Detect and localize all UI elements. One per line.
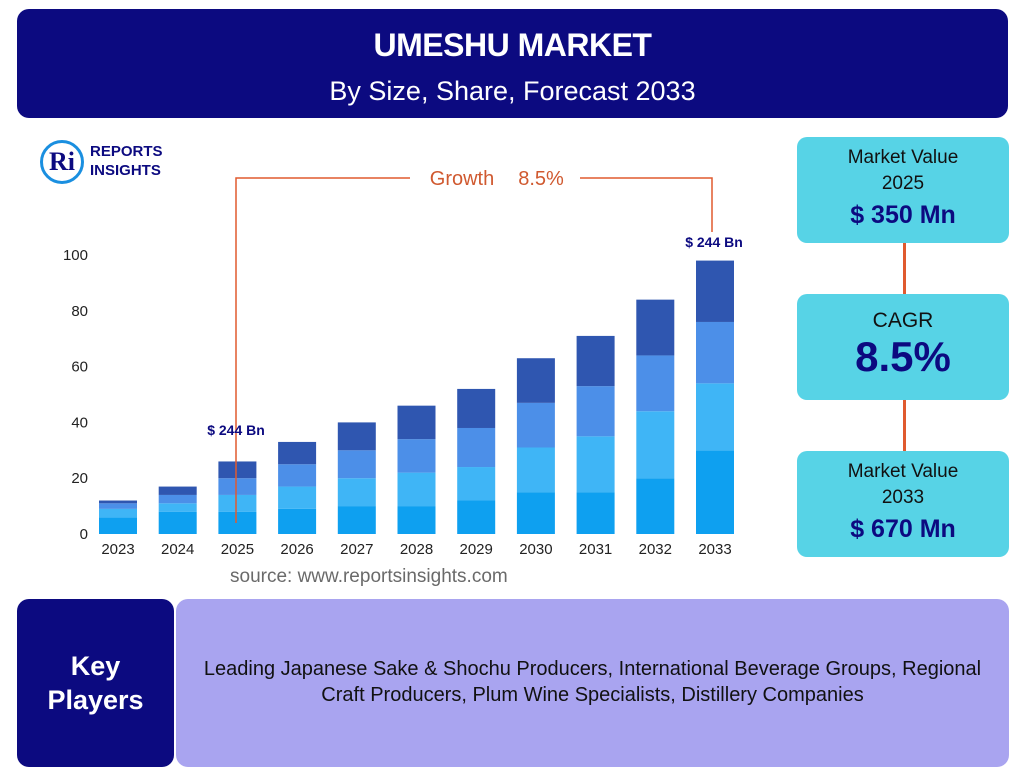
bar-segment: [457, 427, 496, 468]
x-tick-label: 2028: [400, 541, 433, 558]
y-tick-label: 40: [71, 414, 88, 431]
bar-segment: [516, 402, 555, 448]
x-tick-label: 2031: [579, 541, 612, 558]
bar-segment: [337, 422, 376, 451]
bar-segment: [457, 467, 496, 501]
y-tick-label: 20: [71, 470, 88, 487]
page-subtitle: By Size, Share, Forecast 2033: [329, 76, 696, 106]
bar-segment: [516, 358, 555, 403]
bar-segment: [397, 405, 436, 440]
bar-segment: [158, 494, 197, 504]
bar-segment: [576, 436, 615, 493]
header-banner: UMESHU MARKET By Size, Share, Forecast 2…: [17, 9, 1008, 118]
cagr-label: CAGR: [872, 309, 934, 332]
x-tick-label: 2023: [101, 541, 134, 558]
y-tick-label: 60: [71, 359, 88, 376]
logo-text-2: INSIGHTS: [90, 162, 161, 179]
market-value-2033: $ 670 Mn: [850, 515, 956, 543]
reports-insights-logo: Ri REPORTS INSIGHTS: [40, 140, 200, 186]
growth-label: Growth: [430, 168, 494, 190]
market-value-2025-year: 2025: [881, 173, 925, 194]
market-value-2025-label: Market Value: [847, 147, 959, 168]
bar-segment: [278, 464, 317, 487]
x-tick-label: 2025: [221, 541, 254, 558]
x-tick-label: 2029: [460, 541, 493, 558]
bar-segment: [99, 517, 137, 534]
market-value-2033-label: Market Value: [847, 461, 959, 482]
bar-segment: [397, 506, 436, 534]
bar-segment: [397, 472, 436, 507]
bar-segment: [516, 447, 555, 493]
bar-segment: [636, 299, 675, 356]
key-players-heading-2: Players: [47, 685, 144, 715]
bar-segment: [158, 486, 197, 495]
bar-segment: [696, 383, 734, 451]
bar-segment: [158, 503, 197, 512]
growth-line-left: [235, 177, 410, 523]
y-tick-label: 80: [71, 303, 88, 320]
bar-segment: [636, 355, 675, 412]
bar-segment: [337, 506, 376, 534]
bar-segment: [337, 450, 376, 479]
cagr-value: 8.5%: [855, 333, 951, 380]
bar-segment: [158, 511, 197, 534]
key-players-text: Leading Japanese Sake & Shochu Producers…: [203, 658, 982, 706]
logo-mark: Ri: [40, 140, 84, 184]
bar-segment: [278, 441, 317, 465]
bar-segment: [397, 439, 436, 473]
bar-segment: [576, 335, 615, 387]
bar-segment: [457, 388, 496, 428]
start-value-label: $ 244 Bn: [207, 422, 265, 438]
y-axis-ticks: 0 20 40 60 80 100: [63, 247, 88, 543]
bar-segment: [218, 461, 257, 479]
bar-segment: [99, 503, 137, 509]
market-value-2033-card: Market Value 2033 $ 670 Mn: [797, 451, 1009, 557]
market-value-2025-card: Market Value 2025 $ 350 Mn: [797, 137, 1009, 243]
x-tick-label: 2032: [639, 541, 672, 558]
bar-segment: [218, 478, 257, 495]
key-players-heading: Key Players: [17, 599, 174, 767]
logo-text-1: REPORTS: [90, 143, 163, 160]
bar-segment: [696, 260, 734, 322]
bar-segment: [576, 492, 615, 534]
y-tick-label: 100: [63, 247, 88, 264]
x-axis-ticks: 2023 2024 2025 2026 2027 2028 2029 2030 2031 2032…: [101, 541, 731, 558]
bar-segment: [218, 511, 257, 534]
bar-segment: [696, 321, 734, 384]
x-tick-label: 2027: [340, 541, 373, 558]
bar-segment: [99, 508, 137, 518]
growth-line-right: [580, 177, 713, 232]
bar-segment: [696, 450, 734, 534]
market-value-2025: $ 350 Mn: [850, 201, 956, 229]
y-tick-label: 0: [80, 526, 88, 543]
market-value-2033-year: 2033: [881, 487, 925, 508]
page-title: UMESHU MARKET: [373, 27, 652, 63]
bar-segment: [337, 478, 376, 507]
key-players-heading-1: Key: [70, 651, 121, 681]
bar-segment: [516, 492, 555, 534]
growth-value: 8.5%: [518, 168, 564, 190]
cagr-card: CAGR 8.5%: [797, 294, 1009, 400]
end-value-label: $ 244 Bn: [685, 234, 743, 250]
connector-line-1: [903, 243, 906, 294]
bar-segment: [636, 478, 675, 534]
source-note: source: www.reportsinsights.com: [230, 566, 508, 587]
bar-segment: [457, 500, 496, 534]
bar-segment: [636, 411, 675, 479]
key-players-panel: Leading Japanese Sake & Shochu Producers…: [176, 599, 1009, 767]
bar-segment: [278, 486, 317, 509]
growth-annotation: Growth 8.5% $ 244 Bn $ 244 Bn: [207, 168, 743, 523]
bar-segment: [99, 500, 137, 504]
x-tick-label: 2024: [161, 541, 194, 558]
bar-segment: [278, 508, 317, 534]
x-tick-label: 2026: [280, 541, 313, 558]
x-tick-label: 2030: [519, 541, 552, 558]
bar-segment: [218, 494, 257, 512]
bar-segment: [576, 386, 615, 437]
connector-line-2: [903, 400, 906, 451]
bars: [99, 260, 734, 534]
x-tick-label: 2033: [698, 541, 731, 558]
